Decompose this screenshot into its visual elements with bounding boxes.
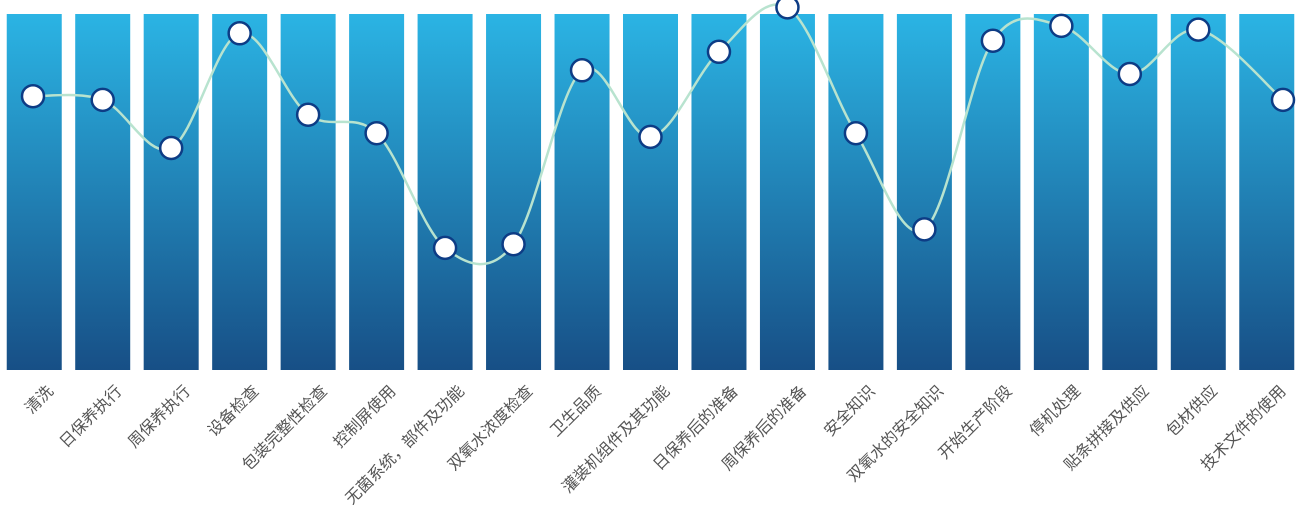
x-tick-label: 开始生产阶段 <box>934 381 1015 462</box>
data-point <box>295 102 321 127</box>
data-point <box>364 120 389 146</box>
column-bar <box>623 14 678 370</box>
x-tick-label: 安全知识 <box>820 381 879 440</box>
data-point <box>1270 87 1296 113</box>
column-bar <box>6 14 62 370</box>
column-bar <box>1033 14 1089 370</box>
data-point <box>775 0 800 20</box>
x-tick-label: 周保养执行 <box>124 381 194 451</box>
column-bar <box>75 14 131 370</box>
column-bar <box>143 14 199 370</box>
x-tick-label: 停机处理 <box>1025 381 1084 440</box>
data-point <box>158 135 184 161</box>
x-tick-label: 日保养执行 <box>56 381 126 451</box>
data-point <box>227 21 252 46</box>
column-bar <box>349 14 405 370</box>
column-bar <box>691 14 747 370</box>
column-bar <box>280 14 336 370</box>
column-bar <box>828 14 884 370</box>
data-point <box>569 58 595 83</box>
data-point <box>432 235 458 261</box>
data-point <box>912 217 937 242</box>
data-point <box>1186 17 1211 42</box>
column-bar <box>759 14 815 370</box>
x-tick-label: 包材供应 <box>1162 381 1221 440</box>
column-bar <box>417 14 473 370</box>
x-tick-label: 卫生品质 <box>546 381 605 440</box>
data-point <box>843 120 869 146</box>
x-tick-label: 无菌系统，部件及功能 <box>341 381 468 508</box>
column-bar <box>1239 14 1295 370</box>
x-tick-label: 控制屏使用 <box>329 381 399 451</box>
data-point <box>20 83 46 109</box>
data-point <box>706 39 732 65</box>
column-bar <box>1170 14 1226 370</box>
column-bars <box>6 14 1295 370</box>
data-point <box>90 87 115 113</box>
x-tick-label: 设备检查 <box>204 381 263 440</box>
data-point <box>501 231 526 257</box>
x-tick-label: 清洗 <box>21 381 57 417</box>
data-point <box>1117 61 1143 87</box>
column-bar <box>212 14 268 370</box>
data-point <box>1049 13 1074 39</box>
column-bar <box>965 14 1021 370</box>
column-bar <box>486 14 542 370</box>
data-point <box>638 124 663 150</box>
data-point <box>980 28 1006 53</box>
series-points <box>20 0 1296 261</box>
